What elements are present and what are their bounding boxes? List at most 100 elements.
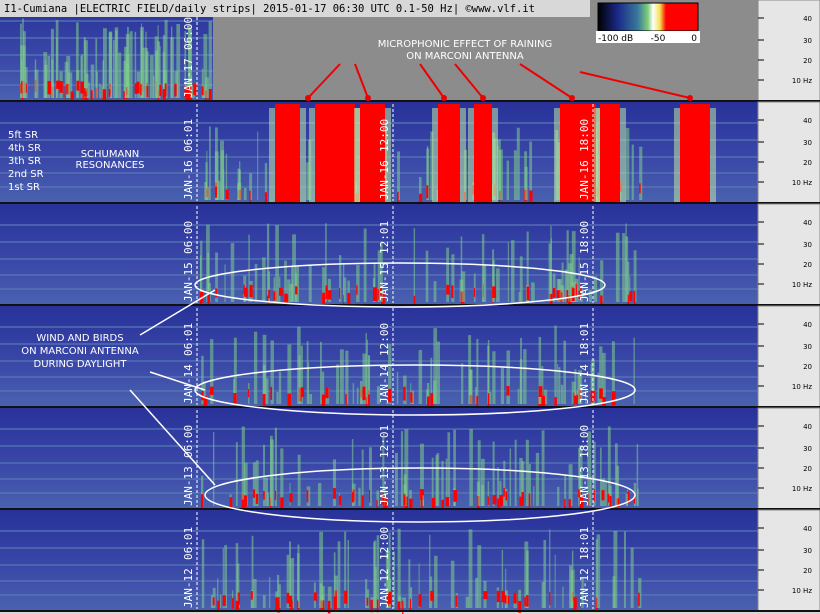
freq-tick-label: 10 Hz xyxy=(792,485,812,493)
activity xyxy=(377,250,381,302)
activity xyxy=(210,595,214,608)
burst xyxy=(295,286,298,295)
activity xyxy=(541,365,544,404)
activity xyxy=(633,250,637,302)
burst xyxy=(80,81,85,94)
activity xyxy=(270,435,273,506)
arrow-head xyxy=(480,95,486,101)
burst xyxy=(564,498,566,511)
activity xyxy=(90,64,95,98)
time-label: 06:00 xyxy=(182,425,195,458)
burst xyxy=(356,285,358,295)
activity xyxy=(519,457,523,506)
activity xyxy=(497,467,500,506)
activity xyxy=(429,534,431,608)
burst xyxy=(504,595,507,604)
burst xyxy=(528,493,531,508)
activity xyxy=(605,481,607,506)
burst xyxy=(383,496,386,510)
activity xyxy=(468,529,473,608)
burst xyxy=(599,388,603,399)
activity xyxy=(365,579,368,608)
band xyxy=(0,224,758,226)
burst xyxy=(362,386,366,401)
burst xyxy=(529,190,533,202)
burst xyxy=(174,83,177,97)
activity xyxy=(477,440,481,506)
time-label: 18:00 xyxy=(578,425,591,458)
activity xyxy=(418,563,420,608)
activity xyxy=(220,150,225,200)
activity xyxy=(549,529,551,608)
activity xyxy=(44,64,48,98)
activity xyxy=(201,355,204,404)
burst xyxy=(573,392,575,406)
burst xyxy=(600,295,603,307)
activity xyxy=(278,371,282,404)
activity xyxy=(461,363,464,404)
burst xyxy=(327,290,332,300)
activity xyxy=(374,566,377,608)
burst xyxy=(24,83,27,93)
activity xyxy=(388,344,392,404)
activity xyxy=(152,75,155,98)
activity xyxy=(499,480,502,506)
burst xyxy=(382,492,385,506)
burst xyxy=(451,285,454,299)
activity xyxy=(251,535,254,608)
burst xyxy=(225,189,229,200)
arrow xyxy=(307,63,341,99)
activity xyxy=(526,231,529,302)
burst xyxy=(123,91,125,102)
activity xyxy=(347,280,350,302)
activity xyxy=(203,381,206,404)
activity xyxy=(123,60,126,98)
sr-label: 3th SR xyxy=(8,156,41,167)
activity xyxy=(243,187,247,200)
freq-tick-label: 40 xyxy=(803,219,812,227)
rain-note: MICROPHONIC EFFECT OF RAINING xyxy=(378,39,553,50)
burst xyxy=(215,288,218,298)
burst xyxy=(574,395,578,405)
activity xyxy=(579,472,581,506)
activity xyxy=(253,331,258,404)
activity xyxy=(602,352,606,404)
activity xyxy=(468,369,473,404)
activity xyxy=(267,492,269,506)
burst xyxy=(626,491,630,504)
burst xyxy=(270,386,273,400)
burst xyxy=(313,592,317,601)
activity xyxy=(492,249,495,302)
band xyxy=(0,343,758,345)
activity xyxy=(300,345,303,404)
activity xyxy=(333,552,336,608)
burst xyxy=(296,600,299,611)
burst xyxy=(521,492,524,506)
activity xyxy=(526,550,529,608)
activity xyxy=(289,283,294,302)
band xyxy=(0,376,758,378)
activity xyxy=(492,351,496,404)
activity xyxy=(208,21,212,98)
burst xyxy=(47,80,52,95)
colorbar-label: 0 xyxy=(691,34,697,44)
burst xyxy=(370,599,373,613)
burst xyxy=(609,495,612,508)
activity xyxy=(521,461,525,506)
activity xyxy=(164,20,168,98)
burst xyxy=(263,490,265,500)
burst xyxy=(579,494,584,509)
rain-burst xyxy=(275,104,300,203)
activity xyxy=(599,346,603,404)
burst xyxy=(497,498,501,512)
activity xyxy=(636,444,639,506)
burst xyxy=(134,83,138,94)
burst xyxy=(208,89,212,103)
burst xyxy=(587,494,589,506)
activity xyxy=(76,22,79,99)
activity xyxy=(347,540,350,608)
sr-label: 5ft SR xyxy=(8,130,38,141)
burst xyxy=(203,396,208,407)
burst xyxy=(252,489,256,498)
freq-axis xyxy=(757,407,820,510)
